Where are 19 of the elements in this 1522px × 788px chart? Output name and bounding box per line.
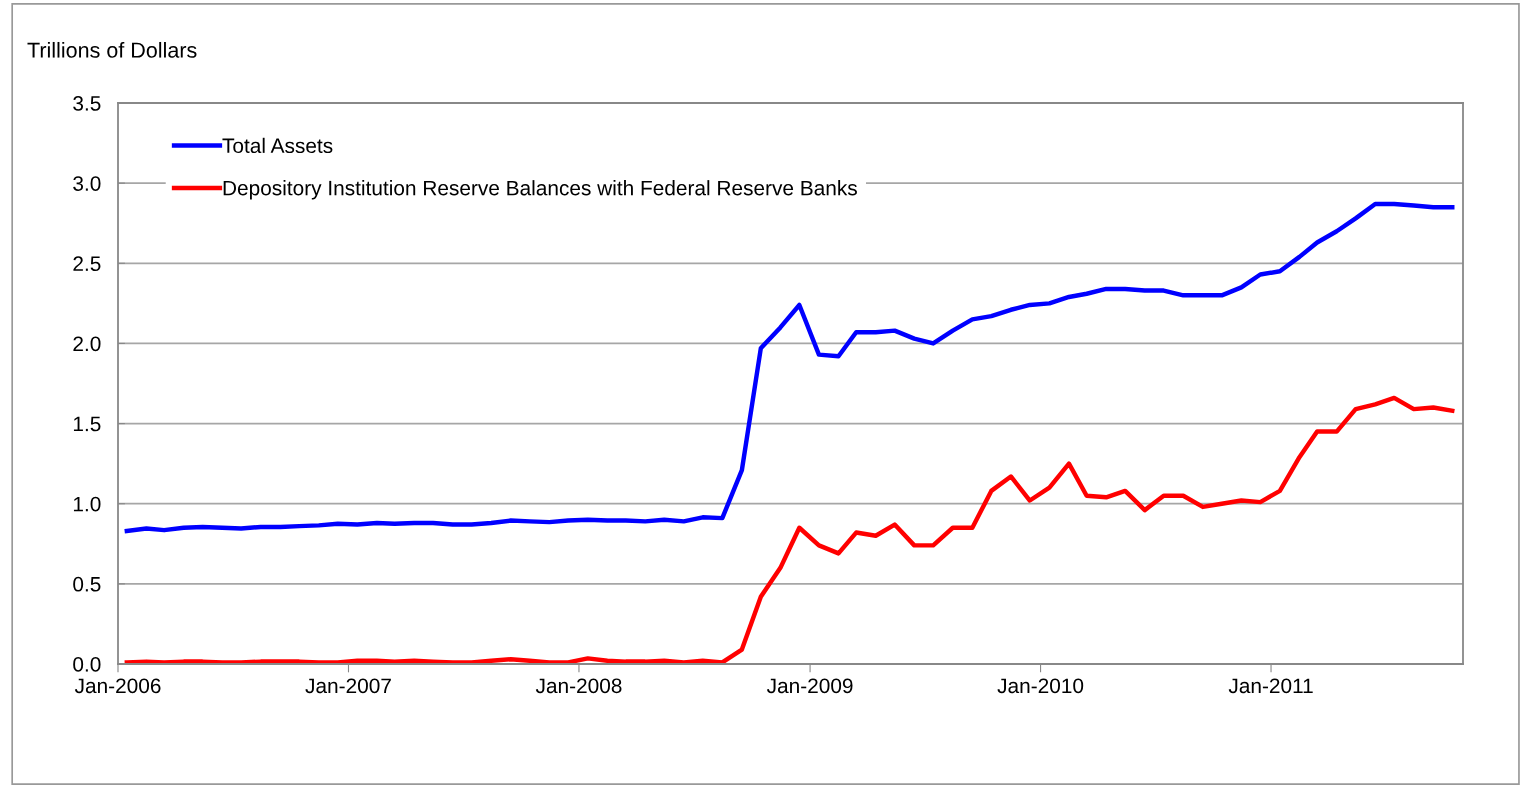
legend-label: Depository Institution Reserve Balances with Federal Reserve Banks [223, 180, 857, 200]
line-series [124, 201, 1455, 534]
y-tick-label: 1.5 [73, 416, 101, 432]
x-tick-label: Jan-2008 [535, 678, 622, 694]
y-tick-label: 0.5 [73, 576, 101, 592]
x-tick-label: Jan-2010 [997, 678, 1084, 694]
line-series [124, 395, 1455, 664]
x-tick-label: Jan-2011 [1228, 678, 1313, 694]
x-tick-label: Jan-2009 [766, 678, 853, 694]
y-tick-label: 2.5 [73, 256, 101, 272]
x-tick-label: Jan-2006 [74, 678, 161, 694]
x-tick-label: Jan-2007 [305, 678, 391, 694]
y-tick-label: 1.0 [73, 496, 101, 512]
y-tick-label: 3.0 [73, 176, 101, 191]
y-tick-label: 0.0 [73, 657, 101, 672]
y-tick-label: 3.5 [73, 96, 101, 111]
y-tick-label: 2.0 [73, 336, 101, 352]
legend-label: Total Assets [222, 137, 333, 154]
y-axis-title: Trillions of Dollars [27, 41, 197, 58]
